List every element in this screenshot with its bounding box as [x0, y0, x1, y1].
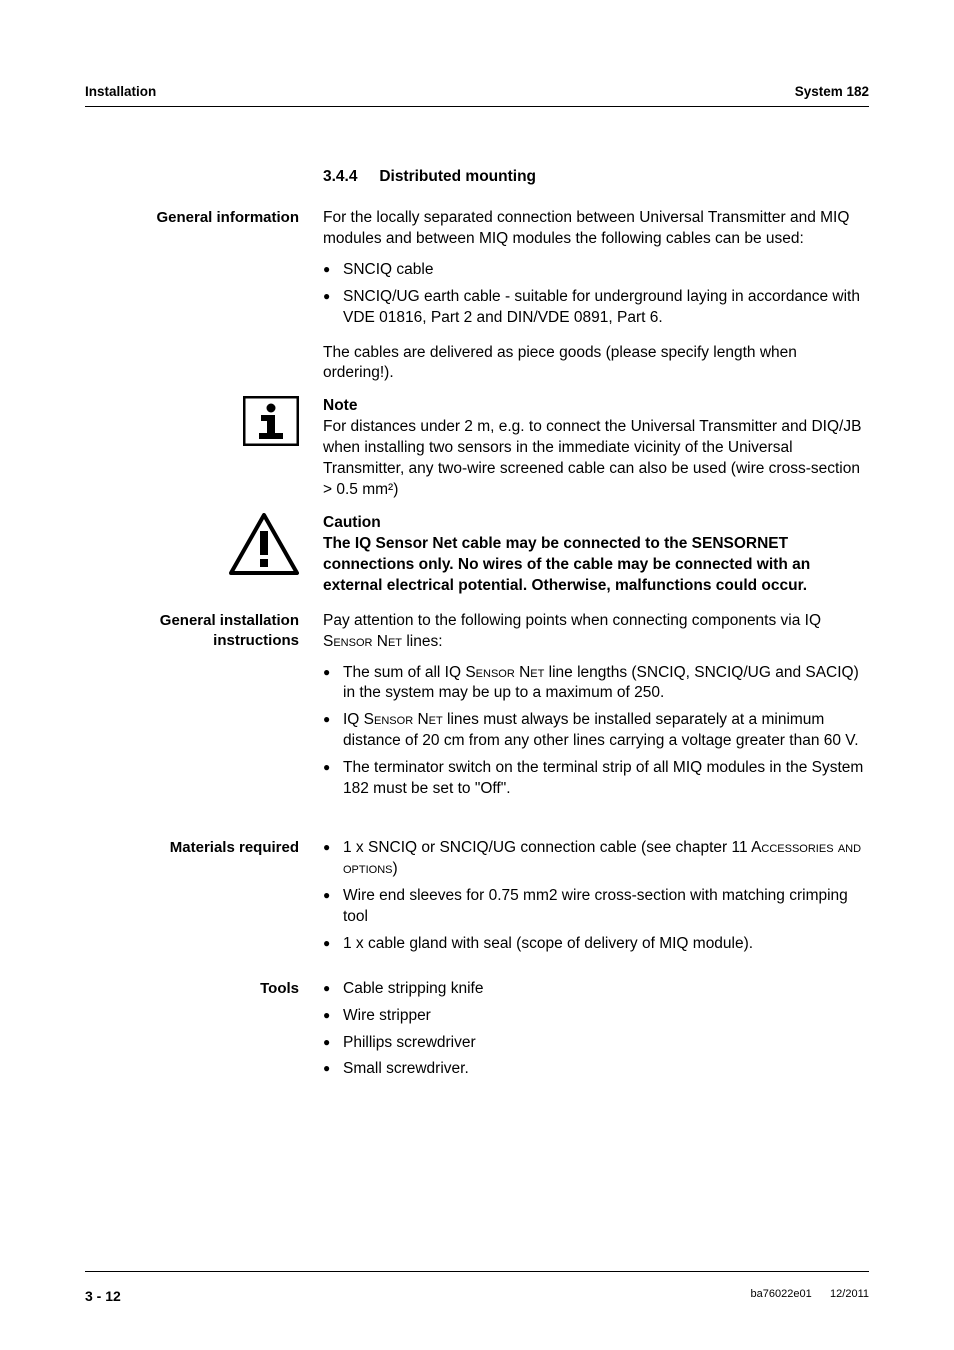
info-icon [243, 396, 299, 446]
text-fragment: The sum of all IQ S [343, 664, 476, 681]
list-item: Wire end sleeves for 0.75 mm2 wire cross… [323, 886, 869, 928]
text-fragment: ensor [333, 633, 372, 650]
section-number: 3.4.4 [323, 167, 375, 188]
list-item: 1 x SNCIQ or SNCIQ/UG connection cable (… [323, 838, 869, 880]
note-label: Note [323, 396, 869, 417]
text-fragment: et [530, 664, 544, 681]
text-fragment: et [429, 711, 443, 728]
install-instr-bullets: The sum of all IQ Sensor Net line length… [323, 663, 869, 801]
caution-label: Caution [323, 513, 869, 534]
text-fragment: ) [393, 860, 398, 877]
footer-meta: ba76022e01 12/2011 [751, 1288, 869, 1304]
list-item: Cable stripping knife [323, 979, 869, 1000]
list-item: Small screwdriver. [323, 1059, 869, 1080]
text-fragment: et [388, 633, 402, 650]
tools-bullets: Cable stripping knife Wire stripper Phil… [323, 979, 869, 1081]
general-info-after: The cables are delivered as piece goods … [323, 343, 869, 385]
materials-bullets: 1 x SNCIQ or SNCIQ/UG connection cable (… [323, 838, 869, 955]
text-fragment: N [413, 711, 429, 728]
text-fragment: N [372, 633, 388, 650]
list-item: IQ Sensor Net lines must always be insta… [323, 710, 869, 752]
text-fragment: ensor [374, 711, 413, 728]
list-item: Wire stripper [323, 1006, 869, 1027]
note-body: For distances under 2 m, e.g. to connect… [323, 417, 869, 501]
list-item: The terminator switch on the terminal st… [323, 758, 869, 800]
list-item: SNCIQ/UG earth cable - suitable for unde… [323, 287, 869, 329]
page-number: 3 - 12 [85, 1288, 121, 1304]
list-item: The sum of all IQ Sensor Net line length… [323, 663, 869, 705]
list-item: Phillips screwdriver [323, 1033, 869, 1054]
text-fragment: ensor [476, 664, 515, 681]
text-fragment: 1 x SNCIQ or SNCIQ/UG connection cable (… [343, 839, 761, 856]
header-right: System 182 [795, 84, 869, 99]
section-title: Distributed mounting [379, 168, 536, 185]
doc-date: 12/2011 [830, 1288, 869, 1300]
list-item: 1 x cable gland with seal (scope of deli… [323, 934, 869, 955]
text-fragment: lines: [402, 633, 443, 650]
text-fragment: N [515, 664, 531, 681]
page-content: 3.4.4 Distributed mounting General infor… [85, 167, 869, 1086]
page-header: Installation System 182 [85, 84, 869, 107]
section-heading: 3.4.4 Distributed mounting [323, 167, 869, 188]
header-left: Installation [85, 84, 156, 99]
label-general-information: General information [85, 208, 323, 228]
doc-id: ba76022e01 [751, 1288, 812, 1300]
warning-icon [229, 513, 299, 575]
list-item: SNCIQ cable [323, 260, 869, 281]
install-instr-intro: Pay attention to the following points wh… [323, 611, 869, 653]
caution-body: The IQ Sensor Net cable may be connected… [323, 534, 869, 597]
label-tools: Tools [85, 979, 323, 999]
page-footer: 3 - 12 ba76022e01 12/2011 [85, 1271, 869, 1304]
text-fragment: IQ S [343, 711, 374, 728]
label-install-instructions: General installation instructions [85, 611, 323, 652]
general-info-bullets: SNCIQ cable SNCIQ/UG earth cable - suita… [323, 260, 869, 329]
general-info-intro: For the locally separated connection bet… [323, 208, 869, 250]
label-materials-required: Materials required [85, 838, 323, 858]
